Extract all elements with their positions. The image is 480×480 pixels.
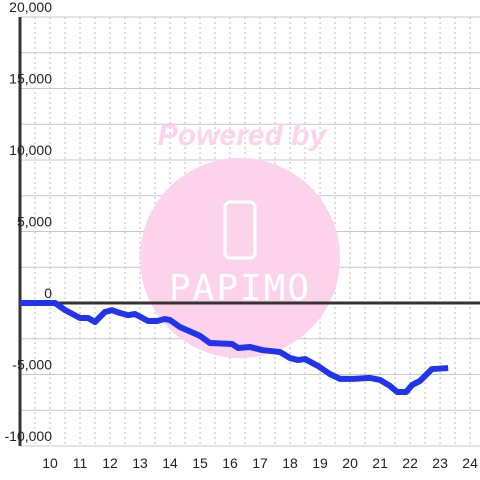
- watermark: Powered by PAPIMO: [140, 119, 340, 358]
- x-tick-label: 20: [342, 455, 358, 471]
- x-tick-label: 19: [312, 455, 328, 471]
- x-tick-label: 16: [222, 455, 238, 471]
- x-tick-label: 23: [432, 455, 448, 471]
- x-tick-label: 15: [192, 455, 208, 471]
- watermark-icon: [223, 200, 257, 260]
- y-tick-label: 0: [44, 285, 52, 301]
- x-tick-label: 10: [42, 455, 58, 471]
- data-line: [20, 300, 449, 395]
- y-tick-label: -5,000: [12, 357, 52, 373]
- y-tick-label: 20,000: [9, 0, 52, 15]
- x-tick-label: 21: [372, 455, 388, 471]
- watermark-title: Powered by: [158, 119, 328, 152]
- y-tick-label: -10,000: [5, 428, 53, 444]
- x-tick-label: 22: [402, 455, 418, 471]
- x-tick-label: 17: [252, 455, 268, 471]
- y-tick-label: 15,000: [9, 71, 52, 87]
- y-tick-label: 10,000: [9, 142, 52, 158]
- x-tick-label: 13: [132, 455, 148, 471]
- y-tick-label: 5,000: [17, 214, 52, 230]
- x-tick-label: 24: [462, 455, 478, 471]
- x-tick-label: 11: [73, 455, 88, 471]
- x-tick-label: 12: [102, 455, 118, 471]
- x-tick-label: 18: [282, 455, 298, 471]
- x-tick-label: 14: [162, 455, 178, 471]
